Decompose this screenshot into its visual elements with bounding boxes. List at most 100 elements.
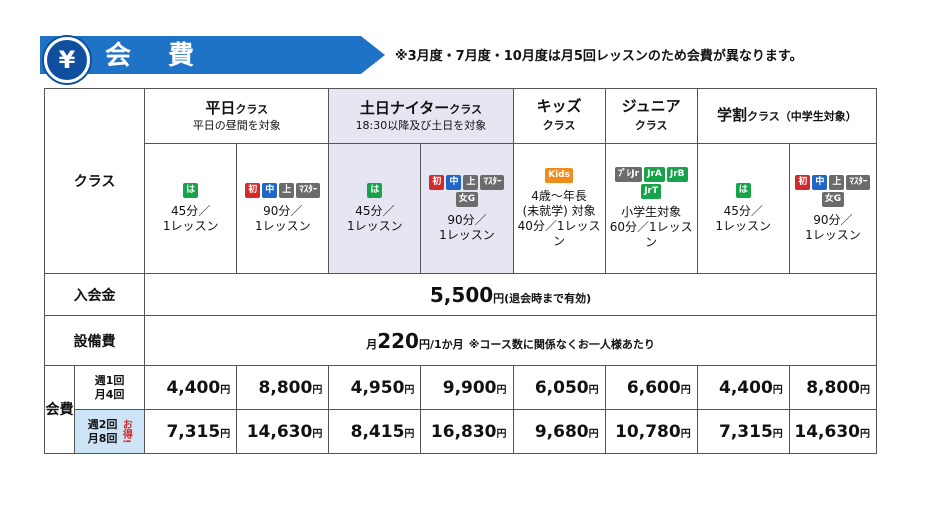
- course-desc: 1レッスン: [347, 219, 403, 233]
- price-cell: 14,630円: [788, 409, 878, 454]
- course-cell: は 45分／ 1レッスン: [328, 143, 422, 274]
- level-badge: 上: [829, 174, 845, 190]
- group-header-weekday: 平日クラス 平日の昼間を対象: [144, 88, 330, 144]
- level-badge: 初: [795, 174, 811, 190]
- frequency-cell: 週1回 月4回: [74, 365, 146, 410]
- price-amount: 16,830: [430, 421, 497, 442]
- level-badges: は: [698, 183, 789, 198]
- price-cell: 10,780円: [604, 409, 698, 454]
- course-desc: 1レッスン: [715, 219, 772, 233]
- price-cell: 6,600円: [604, 365, 698, 410]
- price-cell: 14,630円: [236, 409, 330, 454]
- header-note: ※3月度・7月度・10月度は月5回レッスンのため会費が異なります。: [395, 49, 803, 64]
- level-badge: 初: [429, 174, 445, 190]
- price-unit: 円: [496, 384, 507, 396]
- course-desc: 1レッスン: [254, 219, 311, 233]
- level-badge: 上: [279, 183, 295, 198]
- price-amount: 4,950: [350, 377, 405, 398]
- course-desc: (未就学) 対象: [522, 204, 596, 218]
- course-desc: 45分／: [355, 204, 395, 218]
- level-badge: JrA: [644, 167, 665, 182]
- price-amount: 7,315: [166, 421, 221, 442]
- course-cell: 初中上ﾏｽﾀｰ 90分／ 1レッスン: [236, 143, 330, 274]
- price-unit: 円: [220, 384, 231, 396]
- group-header-junior: ジュニア クラス: [604, 88, 698, 144]
- course-desc: 40分／1レッスン: [517, 219, 601, 248]
- level-badge: ﾏｽﾀｰ: [846, 174, 871, 190]
- level-badge: 中: [446, 174, 462, 190]
- price-cell: 7,315円: [144, 409, 238, 454]
- course-desc: 4歳〜年長: [531, 189, 587, 203]
- price-unit: 円: [404, 428, 415, 440]
- level-badges: 初中上ﾏｽﾀｰ 女G: [421, 174, 512, 207]
- price-unit: 円: [220, 428, 231, 440]
- price-amount: 7,315: [719, 421, 773, 442]
- price-amount: 9,680: [534, 421, 589, 442]
- title-banner: [40, 36, 385, 74]
- header: ¥ 会 費 ※3月度・7月度・10月度は月5回レッスンのため会費が異なります。: [0, 0, 930, 90]
- level-badge: は: [735, 183, 751, 198]
- course-desc: 60分／1レッスン: [609, 220, 693, 249]
- fee-table: クラス 平日クラス 平日の昼間を対象 土日ナイタークラス 18:30以降及び土日…: [43, 88, 878, 454]
- course-desc: 90分／: [813, 212, 853, 227]
- price-unit: 円: [588, 384, 599, 396]
- level-badges: Kids: [514, 168, 605, 183]
- level-badge: 女G: [455, 191, 479, 207]
- course-cell: は 45分／ 1レッスン: [696, 143, 790, 274]
- level-badge: 女G: [821, 191, 845, 207]
- group-header-kids: キッズ クラス: [512, 88, 606, 144]
- course-cell: Kids 4歳〜年長 (未就学) 対象 40分／1レッスン: [512, 143, 606, 274]
- course-desc: 45分／: [171, 204, 211, 218]
- fees-label: 会費: [43, 365, 76, 454]
- level-badge: 上: [463, 174, 479, 190]
- course-desc: 1レッスン: [439, 227, 495, 242]
- entry-fee-value: 5,500円(退会時まで有効): [144, 273, 877, 316]
- price-amount: 14,630: [794, 421, 860, 442]
- level-badge: は: [367, 183, 383, 198]
- price-cell: 4,400円: [144, 365, 238, 410]
- price-unit: 円: [860, 428, 870, 440]
- price-unit: 円: [860, 384, 870, 396]
- otoku-badge: お得!: [120, 419, 132, 444]
- price-unit: 円: [680, 384, 691, 396]
- level-badges: ﾌﾟﾚJr JrA JrB JrT: [606, 167, 697, 199]
- level-badge: ﾏｽﾀｰ: [480, 174, 505, 190]
- price-cell: 9,680円: [512, 409, 606, 454]
- course-row: は 45分／ 1レッスン初中上ﾏｽﾀｰ 90分／ 1レッスンは 45分／ 1レッスン初中上ﾏ…: [45, 143, 878, 274]
- price-amount: 9,900: [442, 377, 497, 398]
- price-amount: 8,800: [258, 377, 313, 398]
- course-desc: 1レッスン: [162, 219, 219, 233]
- level-badge: は: [183, 183, 199, 198]
- price-cell: 4,950円: [328, 365, 422, 410]
- level-badge: ﾏｽﾀｰ: [296, 183, 321, 198]
- price-amount: 4,400: [166, 377, 221, 398]
- course-cell: ﾌﾟﾚJr JrA JrB JrT 小学生対象 60分／1レッスン: [604, 143, 698, 274]
- price-unit: 円: [312, 428, 323, 440]
- price-amount: 8,800: [806, 377, 860, 398]
- price-cell: 9,900円: [420, 365, 514, 410]
- course-desc: 小学生対象: [621, 205, 682, 219]
- price-unit: 円: [404, 384, 415, 396]
- level-badge: ﾌﾟﾚJr: [614, 167, 643, 182]
- group-header-student: 学割クラス（中学生対象）: [696, 88, 878, 144]
- price-amount: 6,600: [626, 377, 681, 398]
- price-cell: 8,415円: [328, 409, 422, 454]
- level-badges: は: [329, 183, 420, 198]
- course-desc: 45分／: [723, 204, 763, 218]
- page-title: 会 費: [105, 41, 209, 71]
- price-cell: 16,830円: [420, 409, 514, 454]
- level-badge: 初: [245, 183, 261, 198]
- price-amount: 10,780: [615, 421, 681, 442]
- level-badge: Kids: [545, 168, 573, 183]
- price-cell: 8,800円: [236, 365, 330, 410]
- price-amount: 14,630: [246, 421, 313, 442]
- level-badge: 中: [262, 183, 278, 198]
- entry-fee-label: 入会金: [43, 273, 146, 316]
- course-cell: 初中上ﾏｽﾀｰ 女G 90分／ 1レッスン: [788, 143, 878, 274]
- facility-fee-label: 設備費: [43, 315, 146, 366]
- price-amount: 6,050: [534, 377, 589, 398]
- fee-row: 週2回 月8回 お得! 7,315円 14,630円 8,415円 16,830円 9,…: [45, 409, 878, 454]
- course-desc: 90分／: [447, 212, 487, 227]
- fee-row: 会費 週1回 月4回 4,400円 8,800円 4,950円 9,900円 6,050…: [43, 365, 878, 454]
- course-desc: 90分／: [263, 204, 303, 218]
